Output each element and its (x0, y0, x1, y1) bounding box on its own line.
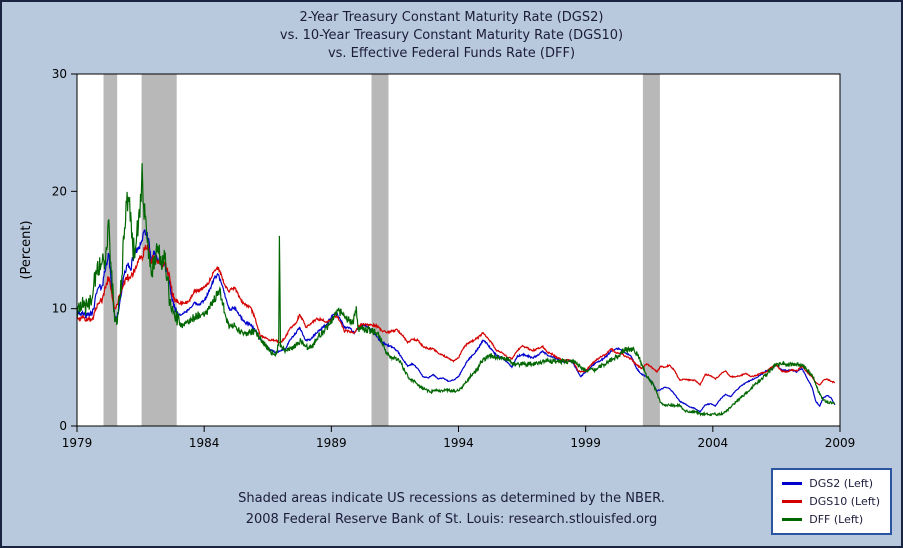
y-tick-label: 20 (52, 184, 67, 198)
series-line-dff (76, 163, 836, 417)
source-attribution: 2008 Federal Reserve Bank of St. Louis: … (245, 512, 658, 527)
y-tick-label: 10 (52, 302, 67, 316)
legend-item: DGS2 (Left) (782, 477, 880, 490)
series-line-dgs10 (76, 243, 835, 387)
rate-chart: (Percent) 0 10 20 30 1979 1984 1989 1994 1999 200… (19, 67, 856, 450)
x-tick-label: 1979 (62, 436, 93, 450)
series-line-dgs2 (76, 229, 836, 413)
legend-item: DGS10 (Left) (782, 495, 880, 508)
legend-item: DFF (Left) (782, 513, 880, 526)
recession-band (642, 74, 660, 426)
chart-title-line-3: vs. Effective Federal Funds Rate (DFF) (327, 46, 576, 61)
legend-label: DGS2 (Left) (809, 477, 873, 490)
legend-swatch-dgs10 (782, 500, 803, 503)
chart-title-line-2: vs. 10-Year Treasury Constant Maturity R… (279, 28, 624, 43)
legend-label: DGS10 (Left) (809, 495, 880, 508)
chart-title-line-1: 2-Year Treasury Constant Maturity Rate (… (299, 10, 604, 25)
chart-legend: DGS2 (Left) DGS10 (Left) DFF (Left) (771, 468, 892, 535)
plot-area (77, 74, 840, 426)
x-tick-label: 1999 (570, 436, 601, 450)
y-tick-label: 0 (59, 419, 67, 433)
y-axis-label: (Percent) (19, 220, 34, 279)
x-tick-label: 2009 (825, 436, 856, 450)
x-tick-label: 1989 (316, 436, 347, 450)
x-tick-label: 1994 (443, 436, 474, 450)
legend-swatch-dgs2 (782, 482, 803, 485)
y-tick-label: 30 (52, 67, 67, 81)
recession-band (371, 74, 389, 426)
recession-note: Shaded areas indicate US recessions as d… (238, 491, 665, 506)
x-tick-label: 1984 (189, 436, 220, 450)
legend-label: DFF (Left) (809, 513, 864, 526)
chart-footer: Shaded areas indicate US recessions as d… (2, 488, 901, 530)
chart-title: 2-Year Treasury Constant Maturity Rate (… (2, 9, 901, 63)
legend-swatch-dff (782, 518, 803, 521)
x-tick-label: 2004 (698, 436, 729, 450)
